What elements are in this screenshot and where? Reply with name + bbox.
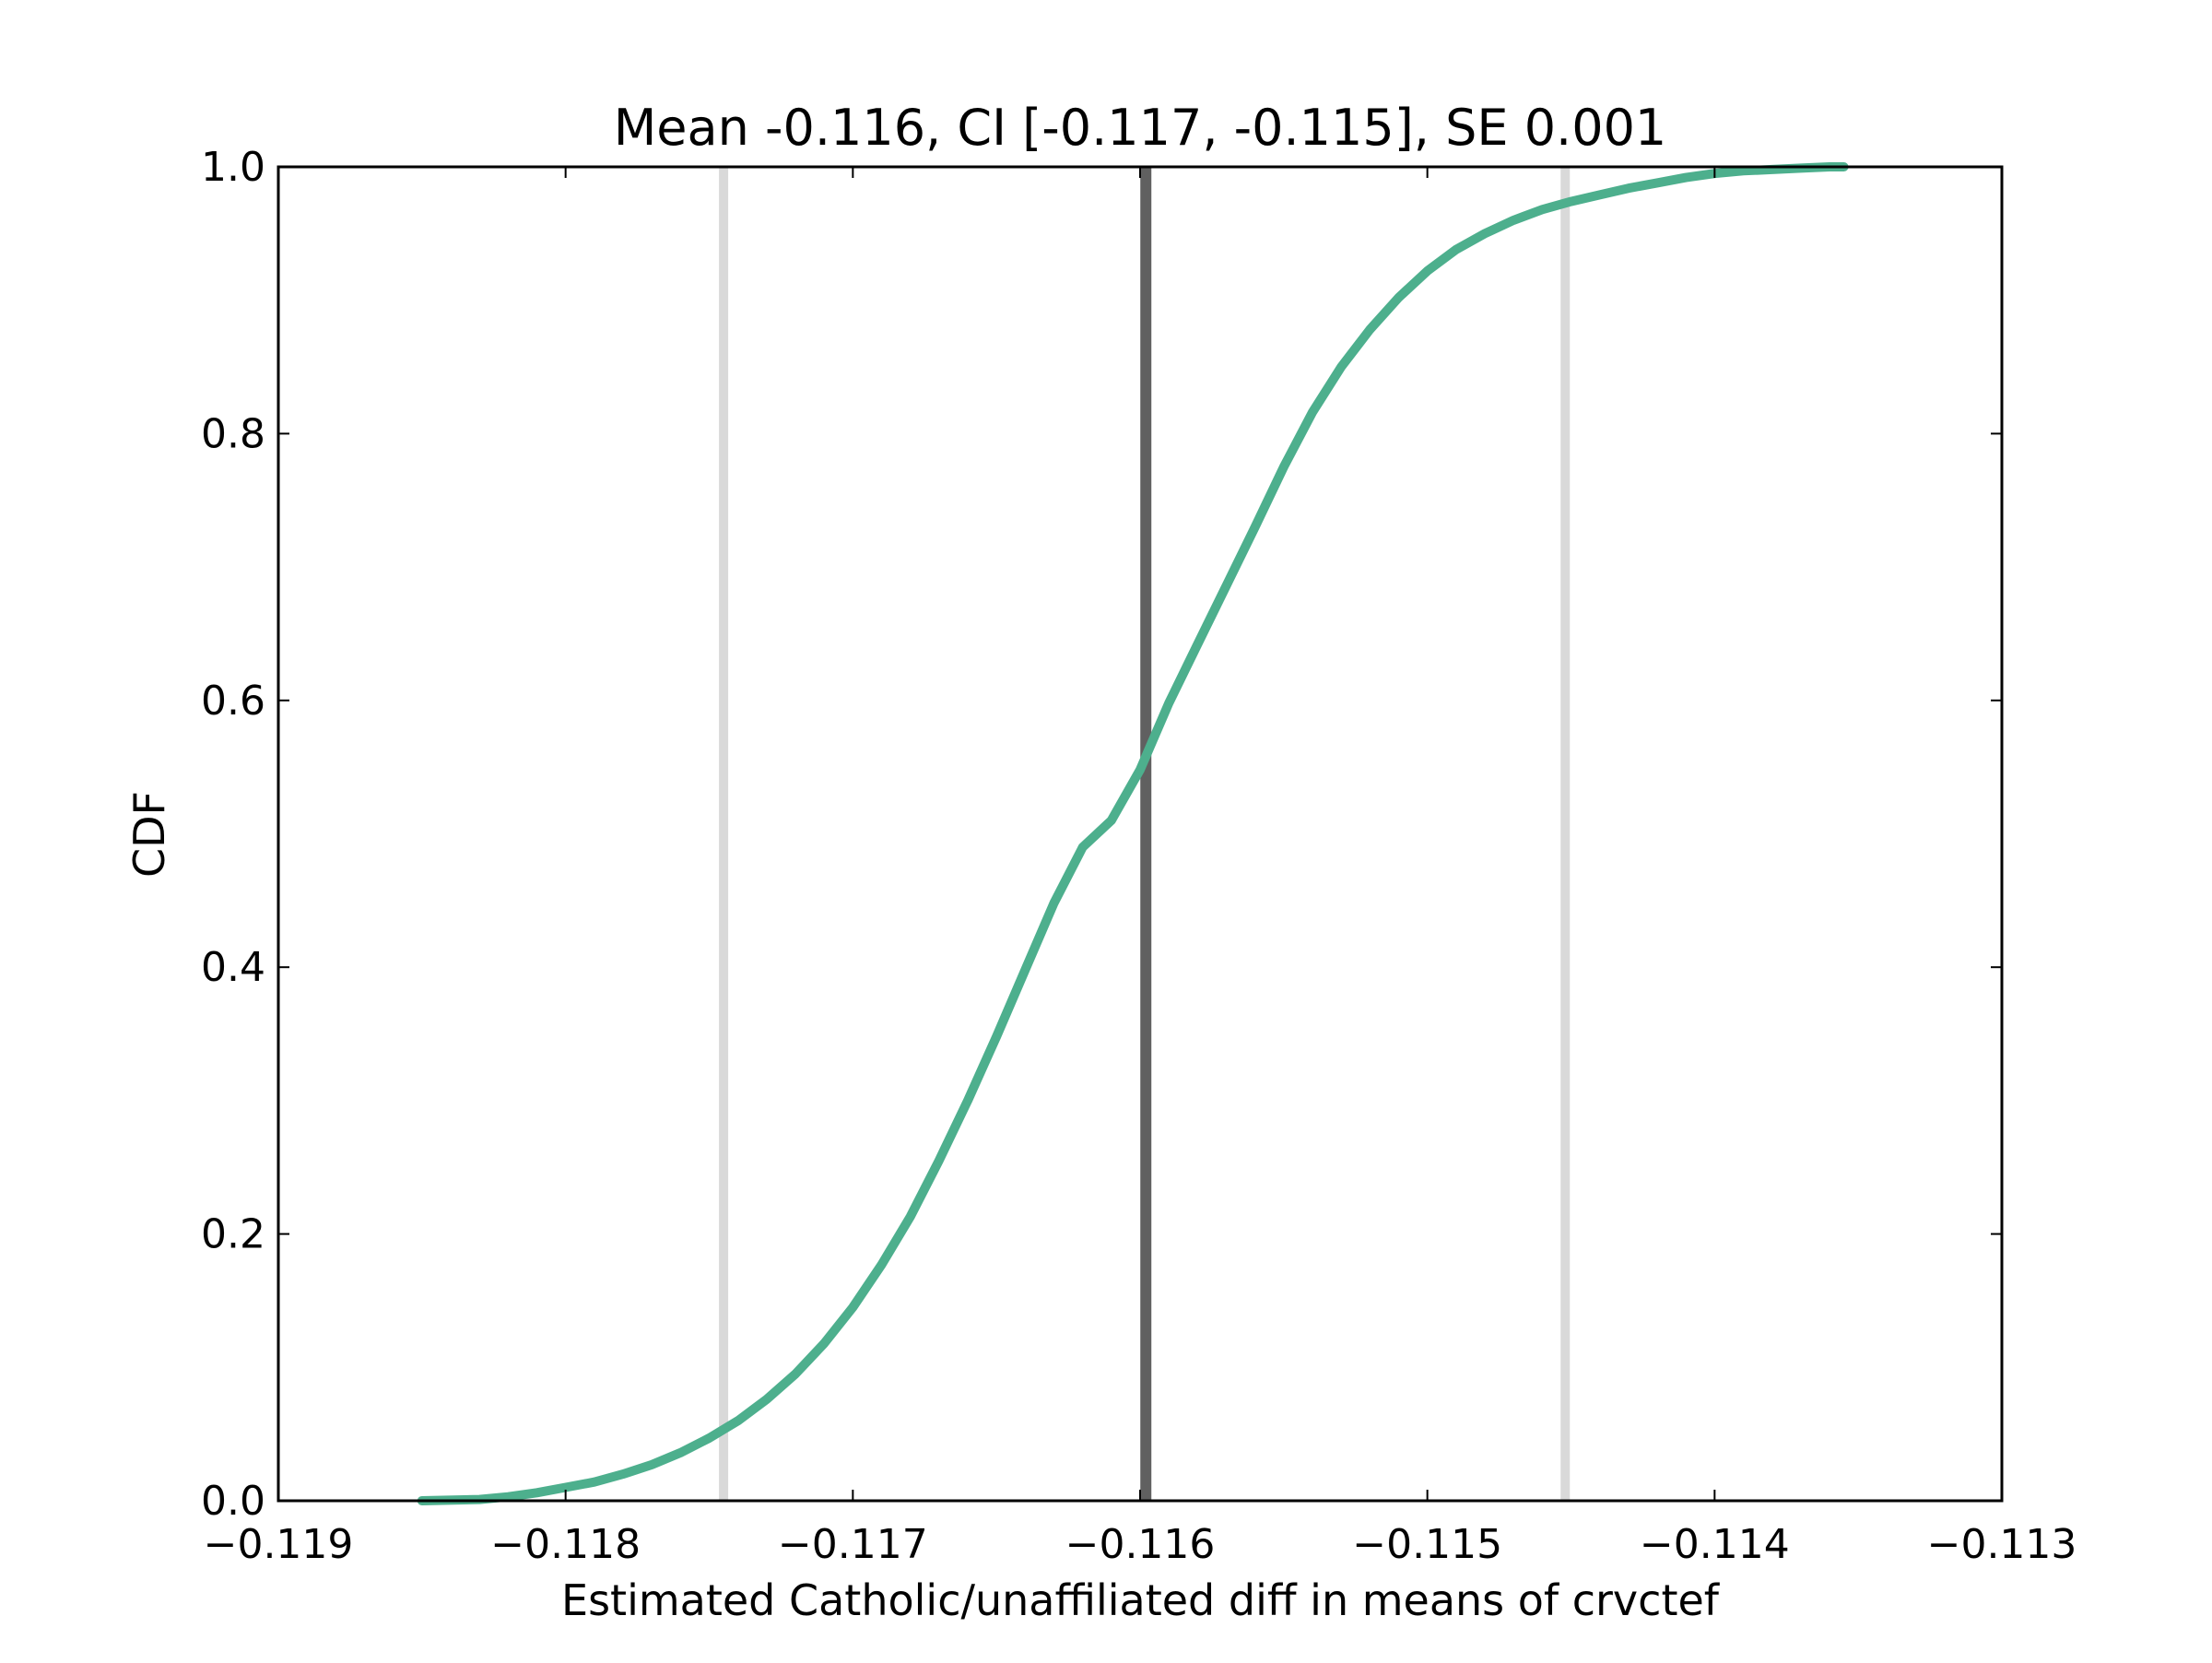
- y-tick-label: 0.6: [201, 678, 265, 725]
- series-layer: [417, 162, 1849, 1505]
- x-tick-label: −0.117: [778, 1521, 928, 1568]
- x-tick-label: −0.118: [490, 1521, 641, 1568]
- x-tick-label: −0.119: [204, 1521, 354, 1568]
- x-tick-label: −0.116: [1065, 1521, 1216, 1568]
- chart-title: Mean -0.116, CI [-0.117, -0.115], SE 0.0…: [614, 99, 1667, 157]
- reference-lines: [719, 167, 1571, 1501]
- x-tick-label: −0.113: [1927, 1521, 2077, 1568]
- x-axis-title: Estimated Catholic/unaffiliated diff in …: [561, 1575, 1721, 1625]
- y-axis-title: CDF: [124, 791, 174, 878]
- y-tick-label: 0.4: [201, 944, 265, 991]
- cdf-line-0: [417, 162, 1849, 1505]
- x-tick-label: −0.114: [1640, 1521, 1790, 1568]
- y-tick-label: 0.0: [201, 1478, 265, 1525]
- x-tick-label: −0.115: [1352, 1521, 1502, 1568]
- y-tick-label: 0.8: [201, 410, 265, 457]
- y-tick-label: 1.0: [201, 144, 265, 191]
- axis-ticks: −0.119 −0.118 −0.117 −0.116 −0.115 −0.114 −0.1…: [201, 144, 2077, 1568]
- y-tick-label: 0.2: [201, 1211, 265, 1258]
